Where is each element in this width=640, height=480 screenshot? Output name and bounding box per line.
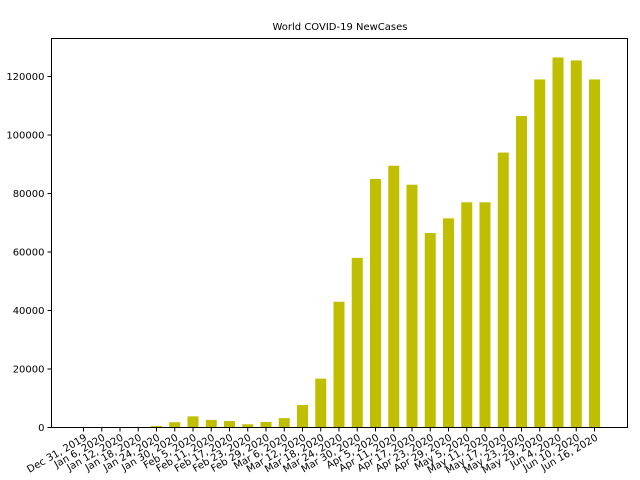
bar-24 (516, 116, 527, 428)
bar-26 (552, 57, 564, 428)
chart-title: World COVID-19 NewCases (272, 22, 407, 33)
y-tick-label-3: 60000 (13, 248, 45, 259)
bar-19 (424, 233, 436, 428)
bar-20 (443, 218, 454, 428)
bar-28 (589, 79, 600, 428)
bar-6 (187, 416, 199, 428)
y-tick-label-5: 100000 (6, 131, 44, 142)
bar-21 (461, 202, 473, 428)
y-tick-label-4: 80000 (13, 189, 45, 200)
bar-23 (497, 152, 509, 428)
bar-27 (570, 60, 582, 428)
bar-16 (370, 178, 381, 428)
y-tick-label-0: 0 (38, 423, 44, 434)
y-tick-label-1: 20000 (13, 365, 45, 376)
bar-8 (224, 421, 235, 428)
bar-10 (260, 421, 272, 428)
bar-4 (151, 426, 162, 428)
bar-5 (169, 422, 181, 428)
bar-18 (406, 184, 418, 428)
bar-12 (297, 404, 308, 428)
plot-frame (51, 38, 628, 428)
bar-25 (534, 79, 546, 428)
bar-7 (205, 419, 217, 428)
bar-13 (315, 378, 327, 428)
y-tick-label-6: 120000 (6, 72, 44, 83)
bar-9 (242, 424, 254, 428)
bar-15 (351, 257, 363, 428)
bar-14 (333, 301, 345, 428)
bar-11 (278, 418, 290, 428)
y-tick-label-2: 40000 (13, 306, 45, 317)
y-axis: 0 20000 40000 60000 80000 100000 120000 (6, 72, 52, 434)
bar-22 (479, 202, 491, 428)
bar-17 (388, 165, 400, 428)
bars-group (96, 57, 600, 428)
